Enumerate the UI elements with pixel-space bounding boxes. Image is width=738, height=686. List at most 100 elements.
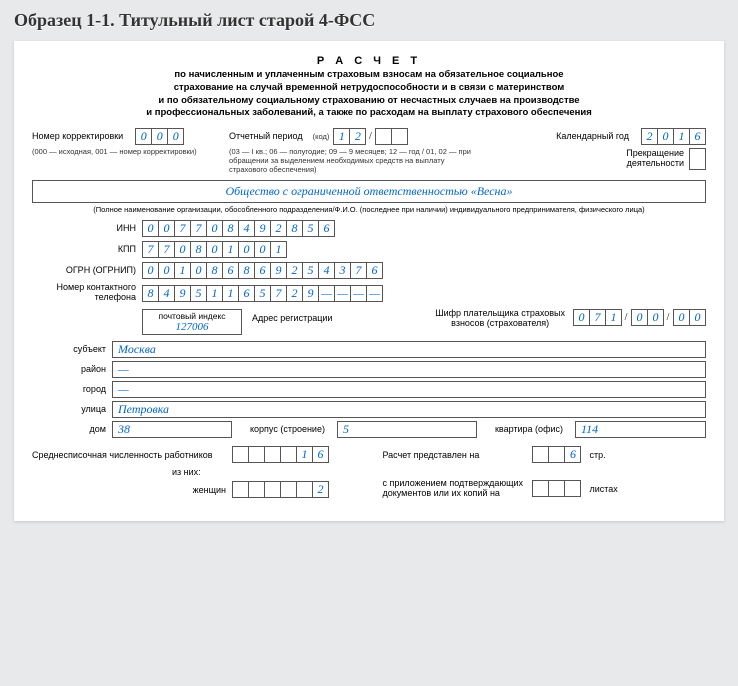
cell: 1 <box>673 128 690 145</box>
kpp-label: КПП <box>32 245 142 255</box>
period-code-label: (код) <box>313 133 330 141</box>
cell: 9 <box>254 220 271 237</box>
period-cells-1: 12 <box>333 128 366 145</box>
payer-code-label-2: взносов (страхователя) <box>435 319 565 329</box>
district-label: район <box>32 365 112 375</box>
title-block: Р А С Ч Е Т по начисленным и уплаченным … <box>32 55 706 120</box>
cell: 7 <box>589 309 606 326</box>
org-name-box: Общество с ограниченной ответственностью… <box>32 180 706 203</box>
cell: 7 <box>158 241 175 258</box>
cell: 7 <box>270 285 287 302</box>
cell <box>375 128 392 145</box>
city-box: — <box>112 381 706 398</box>
cell: 1 <box>605 309 622 326</box>
street-box: Петровка <box>112 401 706 418</box>
cell: 1 <box>270 241 287 258</box>
cell <box>564 480 581 497</box>
cell: 0 <box>573 309 590 326</box>
title-sub-3: и по обязательному социальному страхован… <box>32 95 706 108</box>
cell: 6 <box>238 285 255 302</box>
attach-cells <box>532 480 581 497</box>
title-main: Р А С Ч Е Т <box>32 55 706 67</box>
post-box: почтовый индекс 127006 <box>142 309 242 335</box>
cell: 8 <box>286 220 303 237</box>
post-val: 127006 <box>145 321 239 333</box>
cessation-label-2: деятельности <box>626 159 684 169</box>
cell <box>248 446 265 463</box>
cell: 6 <box>222 262 239 279</box>
cell: 5 <box>254 285 271 302</box>
cell: 4 <box>318 262 335 279</box>
cell <box>232 446 249 463</box>
payer-code-g1: 071 <box>573 309 622 326</box>
correction-note: (000 — исходная, 001 — номер корректиров… <box>32 147 212 156</box>
period-note: (03 — I кв.; 06 — полугодие; 09 — 9 меся… <box>229 147 479 174</box>
avg-cells: 16 <box>232 446 329 463</box>
cell: 9 <box>270 262 287 279</box>
cell: 8 <box>222 220 239 237</box>
cell: 2 <box>349 128 366 145</box>
pages-label: стр. <box>589 450 605 460</box>
payer-code-g3: 00 <box>673 309 706 326</box>
period-cells-2 <box>375 128 408 145</box>
cell: 4 <box>238 220 255 237</box>
cell: 2 <box>286 285 303 302</box>
title-sub-2: страхование на случай временной нетрудос… <box>32 82 706 95</box>
inn-cells: 007708492856 <box>142 220 335 237</box>
period-label: Отчетный период <box>229 132 309 142</box>
cell: 5 <box>302 262 319 279</box>
cell <box>280 481 297 498</box>
cell: — <box>366 285 383 302</box>
title-sub-1: по начисленным и уплаченным страховым вз… <box>32 69 706 82</box>
top-meta: Номер корректировки 000 (000 — исходная,… <box>32 128 706 174</box>
inn-label: ИНН <box>32 224 142 234</box>
org-note: (Полное наименование организации, обособ… <box>32 205 706 214</box>
cell <box>232 481 249 498</box>
cell <box>264 481 281 498</box>
cell: 4 <box>158 285 175 302</box>
cell: 0 <box>647 309 664 326</box>
city-label: город <box>32 385 112 395</box>
period-sep: / <box>365 128 375 145</box>
cell: 6 <box>689 128 706 145</box>
cell: 9 <box>302 285 319 302</box>
title-sub-4: и профессиональных заболеваний, а также … <box>32 107 706 120</box>
house-box: 38 <box>112 421 232 438</box>
cell <box>548 446 565 463</box>
ogrn-cells: 001086869254376 <box>142 262 383 279</box>
cell: 0 <box>190 262 207 279</box>
cell <box>264 446 281 463</box>
cell: 3 <box>334 262 351 279</box>
cell: 5 <box>190 285 207 302</box>
cell: 0 <box>135 128 152 145</box>
phone-cells: 84951165729———— <box>142 285 383 302</box>
district-box: — <box>112 361 706 378</box>
cell: 0 <box>206 220 223 237</box>
cell <box>548 480 565 497</box>
cell: 0 <box>174 241 191 258</box>
cell: 5 <box>302 220 319 237</box>
cell <box>296 481 313 498</box>
cell: 1 <box>222 241 239 258</box>
cell: 7 <box>142 241 159 258</box>
cell <box>391 128 408 145</box>
cell: 8 <box>238 262 255 279</box>
cell: 1 <box>206 285 223 302</box>
cell: — <box>350 285 367 302</box>
street-label: улица <box>32 405 112 415</box>
cell: 2 <box>286 262 303 279</box>
correction-label: Номер корректировки <box>32 132 129 142</box>
subject-box: Москва <box>112 341 706 358</box>
cell: 6 <box>254 262 271 279</box>
cell <box>248 481 265 498</box>
cell: 6 <box>366 262 383 279</box>
cell: 0 <box>142 220 159 237</box>
cell: 7 <box>190 220 207 237</box>
cell: 0 <box>206 241 223 258</box>
cell: 1 <box>296 446 313 463</box>
cell: 8 <box>142 285 159 302</box>
cell: — <box>318 285 335 302</box>
cell: 8 <box>206 262 223 279</box>
cell: 6 <box>318 220 335 237</box>
payer-code-g2: 00 <box>631 309 664 326</box>
